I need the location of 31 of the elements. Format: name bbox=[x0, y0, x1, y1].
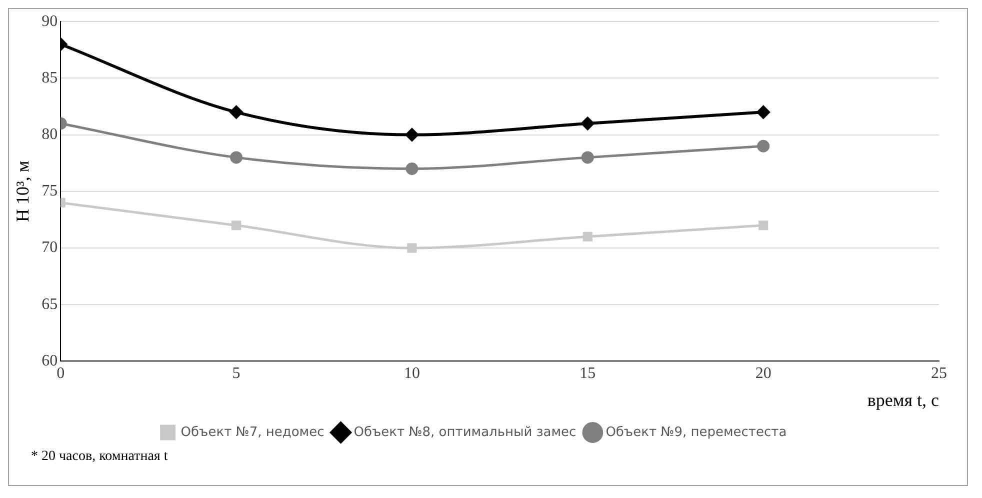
x-tick-label: 15 bbox=[580, 365, 596, 382]
y-tick-label: 60 bbox=[42, 352, 58, 370]
point bbox=[407, 243, 417, 253]
y-tick-label: 70 bbox=[42, 239, 58, 256]
point bbox=[757, 140, 770, 152]
point bbox=[230, 151, 243, 164]
legend-label: Объект №7, недомес bbox=[180, 424, 324, 440]
x-tick-label: 0 bbox=[56, 365, 65, 382]
point bbox=[230, 106, 243, 119]
y-tick-label: 90 bbox=[42, 12, 58, 30]
y-tick-label: 80 bbox=[42, 126, 58, 144]
x-tick-label: 5 bbox=[232, 365, 240, 382]
point bbox=[756, 106, 770, 119]
x-axis-title: время t, с bbox=[867, 390, 940, 410]
point bbox=[406, 162, 418, 176]
x-tick-label: 25 bbox=[931, 365, 947, 382]
legend-label: Объект №8, оптимальный замес bbox=[354, 424, 576, 440]
y-axis-title: H 10³, м bbox=[12, 160, 33, 222]
point bbox=[405, 128, 418, 142]
point bbox=[758, 220, 768, 230]
point bbox=[582, 232, 592, 242]
point bbox=[581, 116, 594, 130]
point bbox=[231, 220, 242, 230]
point bbox=[581, 151, 594, 164]
y-tick-label: 85 bbox=[42, 69, 58, 86]
legend-label: Объект №9, переместеста bbox=[606, 424, 787, 440]
y-tick-label: 75 bbox=[42, 182, 58, 200]
x-tick-label: 10 bbox=[404, 365, 420, 382]
x-tick-label: 20 bbox=[755, 365, 772, 382]
y-tick-label: 65 bbox=[42, 296, 58, 313]
text: * 20 часов, комнатная t bbox=[31, 449, 169, 465]
